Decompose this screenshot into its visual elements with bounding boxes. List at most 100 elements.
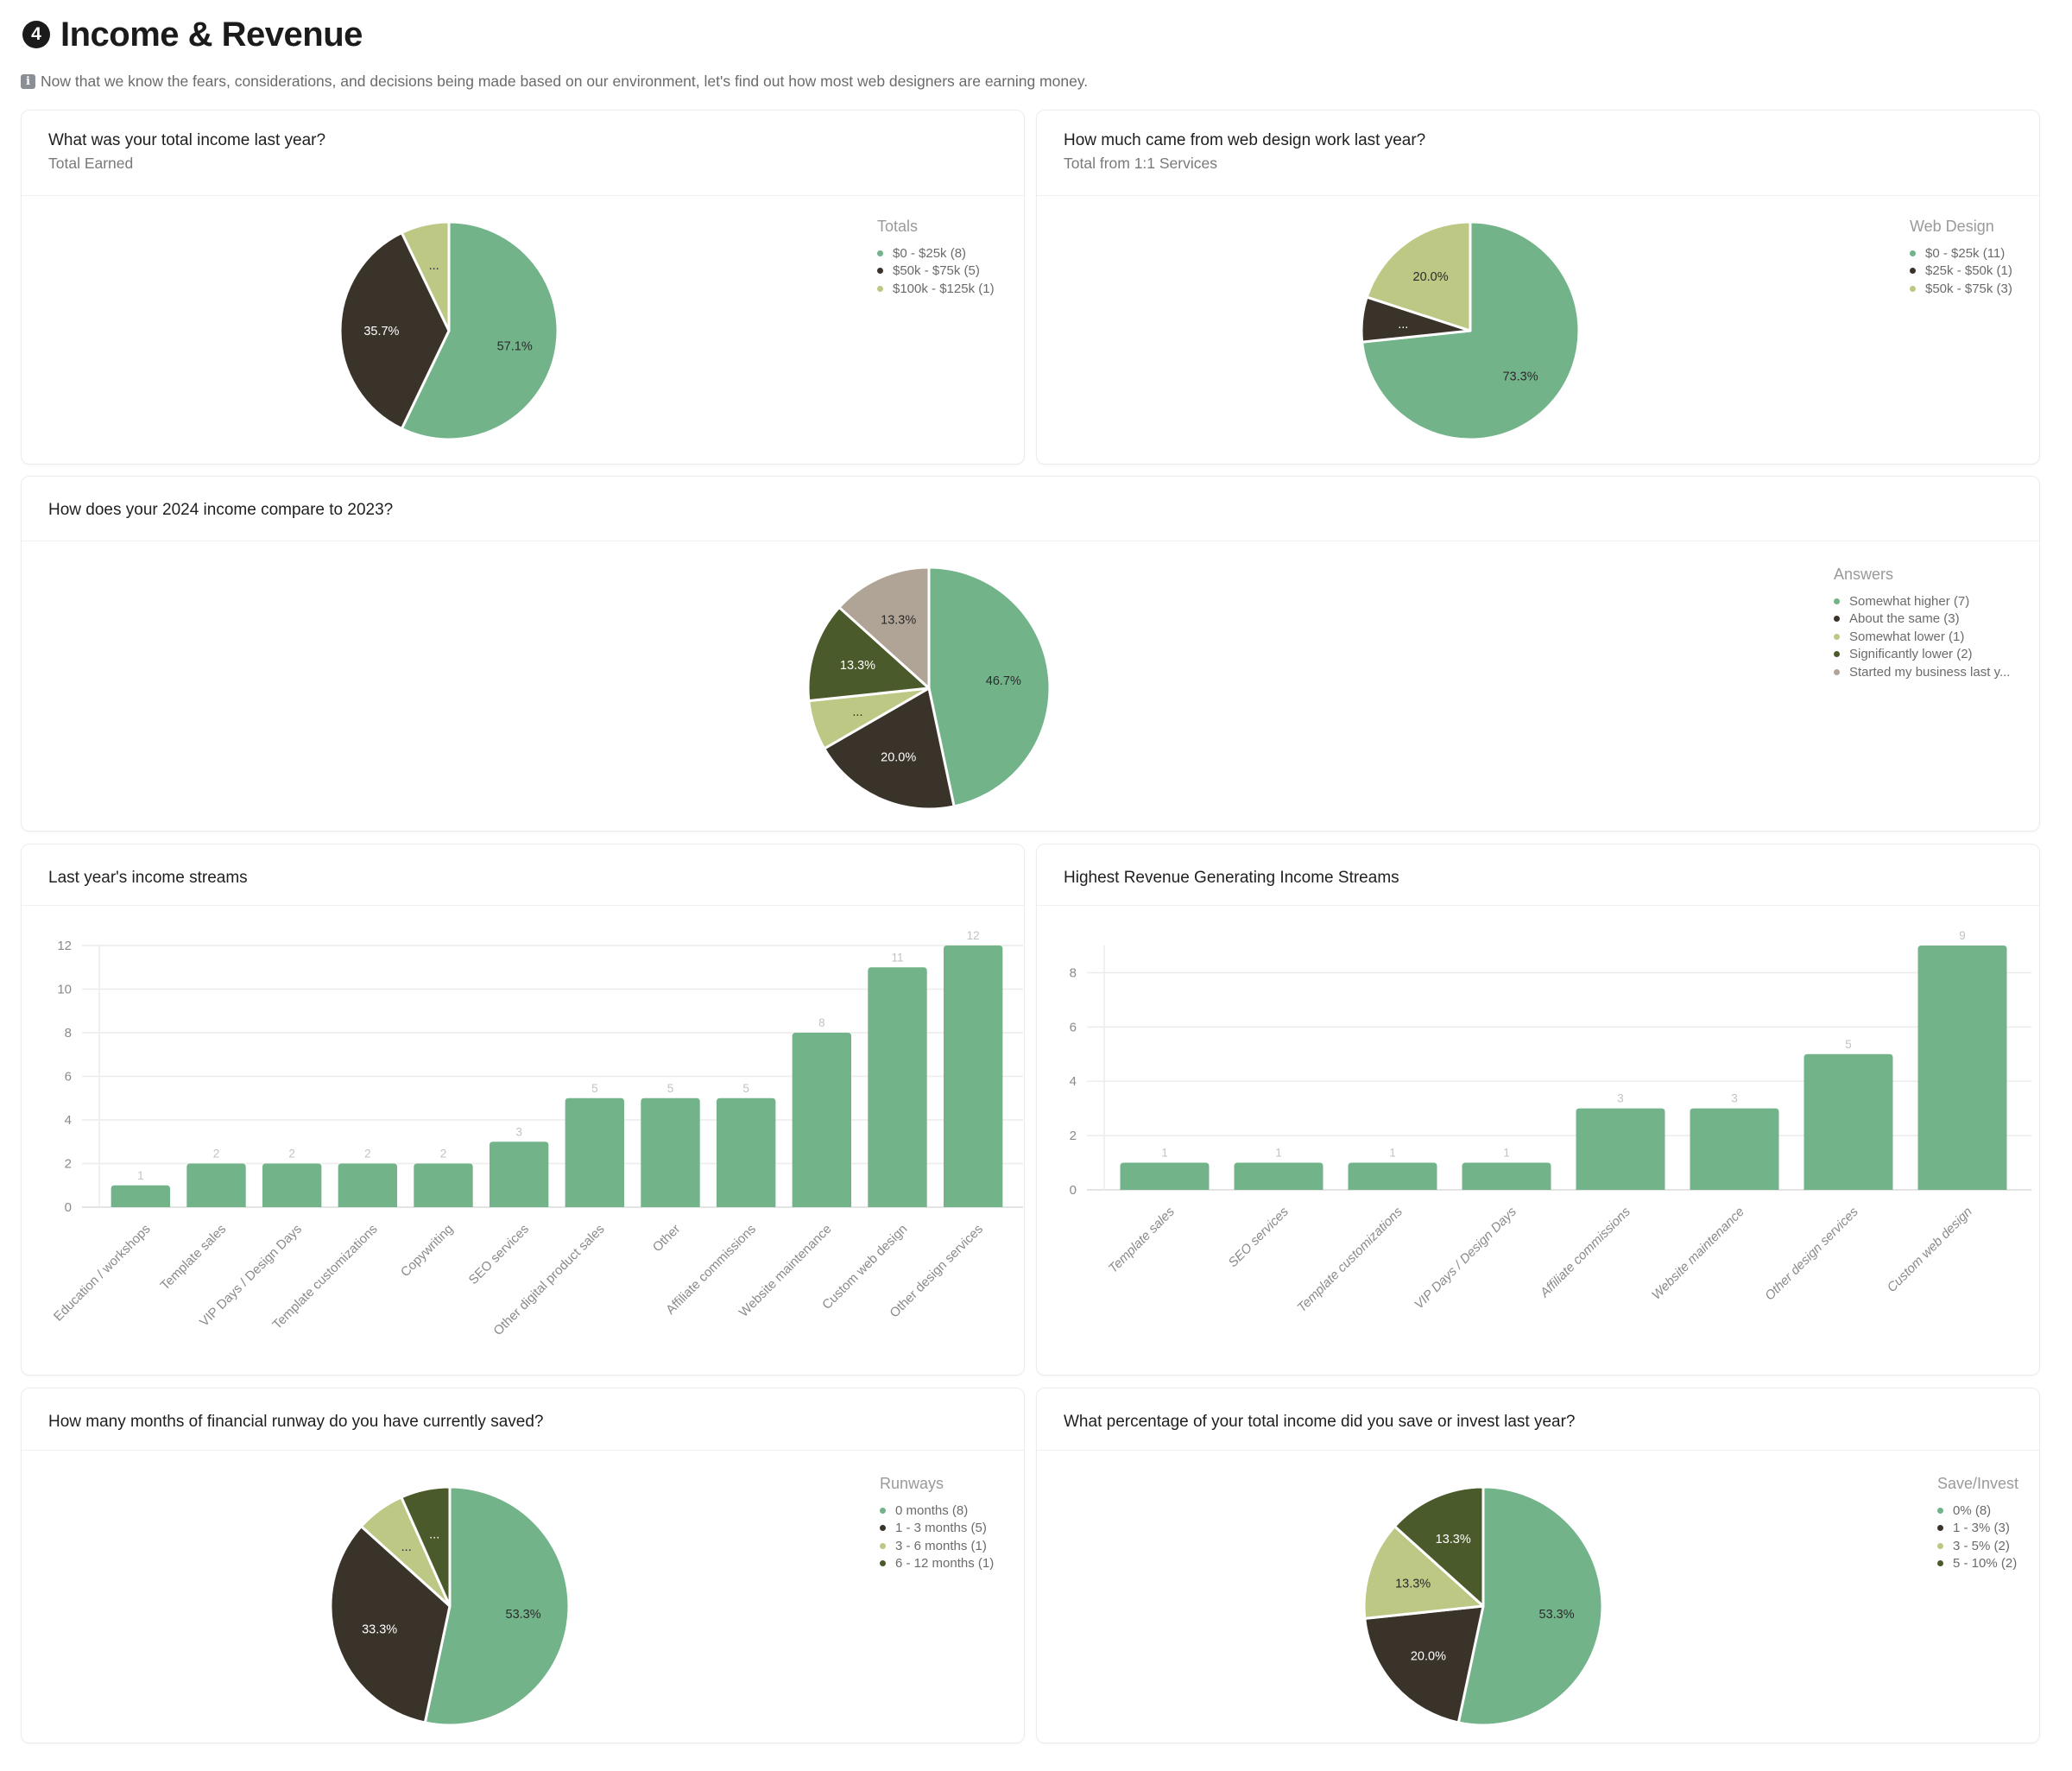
pie-slice-0-months[interactable] [423,1485,571,1727]
bar-vip-days-design-days[interactable] [1462,1162,1551,1190]
bar-template-sales[interactable] [1120,1162,1210,1190]
legend-title: Web Design [1910,218,1994,235]
bar-education-workshops[interactable] [111,1185,171,1207]
pie-slice-3-5[interactable] [1362,1525,1485,1620]
legend-item[interactable]: 3 - 6 months (1) [880,1537,994,1555]
legend-item[interactable]: Somewhat lower (1) [1834,628,2010,646]
x-tick-label: Template customizations [1294,1204,1406,1315]
bar-value-label: 1 [1389,1147,1396,1160]
bar-vip-days-design-days[interactable] [262,1163,322,1208]
legend-dot-icon [880,1507,886,1514]
legend-item[interactable]: $50k - $75k (5) [877,262,995,281]
bar-copywriting[interactable] [414,1163,473,1208]
bar-other-design-services[interactable] [943,946,1003,1207]
pie-slice-1-3-months[interactable] [329,1525,452,1724]
bar-custom-web-design[interactable] [868,967,927,1207]
bar-value-label: 12 [967,929,980,942]
bar-seo-services[interactable] [1234,1162,1323,1190]
legend-label: $50k - $75k (3) [1925,281,2012,296]
legend-label: 0% (8) [1953,1502,1992,1518]
pie-slice-50k-75k[interactable] [1365,220,1472,332]
legend-item[interactable]: 3 - 5% (2) [1937,1537,2018,1555]
bar-value-label: 3 [1617,1092,1624,1105]
legend-label: 6 - 12 months (1) [895,1556,995,1572]
bar-affiliate-commissions[interactable] [716,1097,776,1207]
card-subtitle: Total from 1:1 Services [1064,155,1217,172]
legend-item[interactable]: Started my business last y... [1834,663,2010,681]
bar-other-digital-product-sales[interactable] [565,1097,625,1207]
legend: Save/Invest 0% (8) 1 - 3% (3) 3 - 5% (2) 5 … [1937,1475,2018,1572]
legend-item[interactable]: 0 months (8) [880,1502,994,1520]
x-tick-label: Template sales [158,1222,230,1293]
legend-dot-icon [1937,1560,1943,1567]
x-tick-label: Copywriting [398,1222,456,1280]
legend-label: Started my business last y... [1849,664,2011,680]
bar-chart-income-streams: 0 2 4 6 8 10 12 1 Education / workshops 2 Template… [51,929,1023,1338]
bar-value-label: 1 [1503,1147,1510,1160]
legend-item[interactable]: Significantly lower (2) [1834,646,2010,664]
bar-website-maintenance[interactable] [1690,1108,1779,1190]
x-tick-label: Template sales [1106,1204,1178,1275]
pie-slice-5-10[interactable] [1393,1485,1485,1608]
bar-value-label: 2 [213,1148,220,1161]
y-tick-label: 8 [65,1026,72,1040]
x-tick-label: VIP Days / Design Days [1412,1204,1519,1312]
legend-item[interactable]: About the same (3) [1834,610,2010,629]
legend-item[interactable]: 6 - 12 months (1) [880,1555,994,1573]
pie-slice-somewhat-higher[interactable] [927,566,1052,808]
card-header [22,1388,1024,1451]
bar-other-design-services[interactable] [1804,1053,1893,1190]
legend-title: Runways [880,1475,944,1492]
pie-slice-6-12-months[interactable] [400,1485,452,1608]
legend-item[interactable]: 5 - 10% (2) [1937,1555,2018,1573]
pie-slice-0-25k[interactable] [400,220,559,441]
legend-label: 5 - 10% (2) [1953,1556,2018,1572]
legend-item[interactable]: $100k - $125k (1) [877,280,995,298]
legend-label: $50k - $75k (5) [893,263,980,279]
pie-slice-50k-75k[interactable] [338,231,451,431]
intro-text: i Now that we know the fears, considerat… [21,71,1088,92]
legend-item[interactable]: $0 - $25k (8) [877,244,995,262]
bar-template-customizations[interactable] [1348,1162,1437,1190]
y-tick-label: 0 [65,1200,72,1215]
legend-label: About the same (3) [1849,611,1960,627]
legend-item[interactable]: 0% (8) [1937,1502,2018,1520]
pie-slice-label: 57.1% [497,339,533,353]
y-tick-label: 10 [57,983,72,997]
legend-item[interactable]: $50k - $75k (3) [1910,280,2012,298]
bar-custom-web-design[interactable] [1917,946,2007,1190]
pie-slice-100k-125k[interactable] [400,220,451,332]
y-tick-label: 6 [1070,1020,1077,1034]
bar-website-maintenance[interactable] [792,1033,852,1207]
legend-item[interactable]: $0 - $25k (11) [1910,244,2012,262]
legend-dot-icon [1937,1507,1943,1514]
pie-slice-0[interactable] [1456,1485,1604,1727]
y-tick-label: 0 [1070,1183,1077,1198]
y-tick-label: 12 [57,939,72,953]
legend-dot-icon [1910,285,1916,292]
bar-template-sales[interactable] [186,1163,246,1208]
legend: Runways 0 months (8) 1 - 3 months (5) 3 - … [880,1475,994,1572]
pie-slice-started-my-business-last-year[interactable] [837,566,931,690]
legend-item[interactable]: $25k - $50k (1) [1910,262,2012,281]
legend-label: $100k - $125k (1) [893,281,995,296]
bar-seo-services[interactable] [489,1142,549,1207]
pie-slice-label: 20.0% [1413,270,1449,284]
bar-other[interactable] [641,1097,700,1207]
bar-template-customizations[interactable] [338,1163,398,1208]
x-tick-label: SEO services [1226,1204,1292,1270]
legend-label: 1 - 3% (3) [1953,1521,2010,1536]
pie-slice-significantly-lower[interactable] [806,605,931,703]
legend-item[interactable]: 1 - 3% (3) [1937,1520,2018,1538]
card-header [1037,1388,2039,1451]
pie-slice-1-3[interactable] [1363,1604,1485,1724]
bar-affiliate-commissions[interactable] [1576,1108,1665,1190]
pie-chart-income-compare: 46.7% 20.0%... 13.3% 13.3% [806,566,1052,811]
legend-item[interactable]: 1 - 3 months (5) [880,1520,994,1538]
legend-item[interactable]: Somewhat higher (7) [1834,592,2010,610]
x-tick-label: Education / workshops [51,1222,154,1325]
pie-slice-label: 20.0% [1411,1649,1446,1663]
pie-slice-about-the-same[interactable] [823,686,956,811]
card-income-compare: How does your 2024 income compare to 202… [21,476,2040,832]
legend-dot-icon [877,250,883,256]
